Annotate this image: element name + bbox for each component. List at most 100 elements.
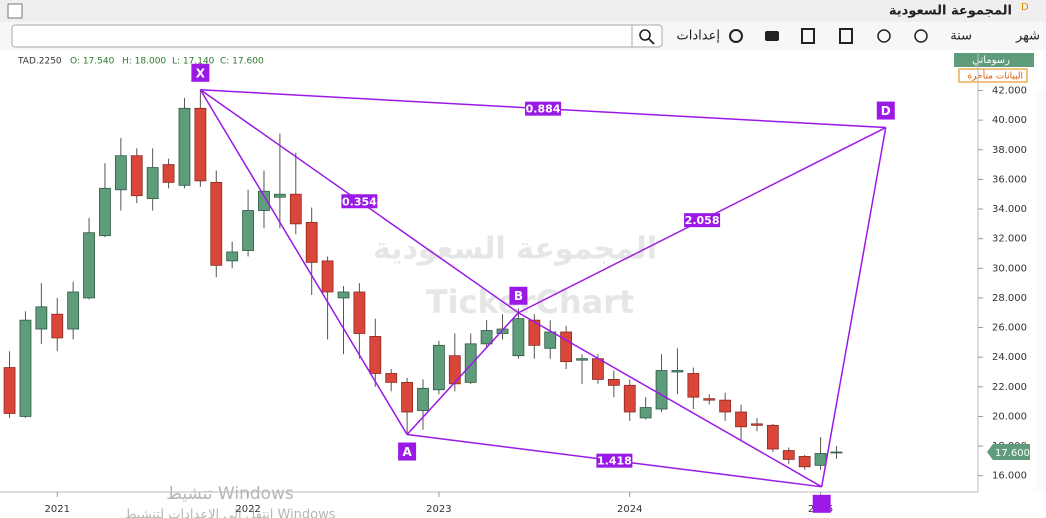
x-tick-label: 2021 [45,504,70,515]
pattern-point [812,494,831,513]
candle-body [178,107,191,186]
search-box[interactable] [11,24,663,48]
ratio-box [341,194,378,209]
candle-body [592,358,604,380]
candle-body [369,336,382,374]
info-low: L: 17.140 [172,57,215,67]
candle-body [226,251,239,262]
pattern-leg [518,312,823,488]
candle-body [162,164,175,183]
windows-line2: انتقل إلى الإعدادات لتنشيط Windows [124,508,335,518]
last-price-label: 17.600 [995,448,1030,459]
y-tick-label: 38.000 [992,145,1027,156]
info-line: TAD.2250 O: 17.540 H: 18.000 L: 17.140 C… [17,57,264,67]
y-tick-label: 36.000 [992,174,1027,185]
pattern-leg [199,89,408,435]
candle-body [337,291,350,299]
windows-line1: تنشيط Windows [166,484,294,504]
candle-body [258,190,270,211]
candle-body [560,331,573,363]
candle-body [417,387,429,411]
y-tick-label: 34.000 [992,204,1027,215]
info-symbol: TAD.2250 [17,57,62,67]
title: المجموعة السعودية [889,4,1012,19]
candle-body [798,456,811,468]
candle-body [433,344,445,391]
candle-body [607,379,620,386]
search-icon[interactable] [639,29,651,41]
candle-body [830,451,843,454]
pattern-point [876,101,895,120]
candle-body [273,193,286,198]
info-close: C: 17.600 [220,57,264,67]
pattern-point-label: D [881,104,891,118]
badge-text: رسوماتي [972,55,1010,66]
y-tick-label: 20.000 [992,411,1027,422]
indicator-icon[interactable] [801,28,815,44]
candle-body [639,407,652,419]
candle-body [401,381,414,413]
title-bar [0,0,1046,22]
y-tick-label: 42.000 [992,86,1027,97]
candle-body [751,423,763,426]
title-flag: D [1021,2,1029,13]
ratio-label: 0.884 [526,103,561,116]
candle-body [67,291,80,330]
candle-body [464,343,477,383]
delayed-text: البيانات متأخرة [967,69,1023,82]
candle-body [99,187,111,237]
candle-body [114,155,127,191]
candle-body [687,373,700,398]
ratio-box [684,213,721,228]
x-tick-label: 2023 [426,504,451,515]
year-button[interactable]: سنة [950,29,972,44]
candle-body [19,319,32,417]
bars-icon[interactable] [839,28,853,44]
candle-body [3,367,16,414]
delayed-box [958,68,1028,83]
candle-body [242,210,254,251]
candle-body [353,291,366,334]
candle-body [83,232,95,299]
plot: 16.00018.00020.00022.00024.00026.00028.0… [3,63,1030,515]
candle-body [766,424,779,450]
pattern-leg [406,312,519,436]
candle-body [623,384,636,413]
ratio-box [596,453,633,468]
camera-icon[interactable] [765,31,779,41]
compare-icon[interactable] [914,29,928,43]
candle-body [576,358,588,361]
candle-body [655,370,668,410]
x-tick-label: 2022 [235,504,260,515]
ratio-label: 0.354 [342,195,377,208]
candle-body [146,167,159,200]
pattern-leg [820,127,887,487]
candle-body [35,306,48,330]
side-panel [1036,90,1046,490]
window-icon[interactable] [7,3,23,19]
auto-icon[interactable] [877,29,891,43]
candle-body [289,193,302,225]
candle-body [814,453,827,466]
badge[interactable] [954,53,1034,67]
last-price-tag [987,444,1030,460]
y-tick-label: 28.000 [992,293,1027,304]
candle-body [782,450,795,460]
settings-icon[interactable] [729,29,743,43]
candle-body [321,260,334,293]
pattern-point-label: X [196,66,206,80]
pattern-point [509,286,528,305]
candle-body [671,370,684,373]
search-icon-handle [648,38,655,45]
candle-body [51,313,64,339]
ratio-label: 1.418 [597,455,632,468]
candle-body [210,181,223,266]
candle-body [385,373,398,383]
candle-body [703,398,716,401]
settings-button[interactable]: إعدادات [677,29,720,44]
info-high: H: 18.000 [122,57,166,67]
info-open: O: 17.540 [70,57,115,67]
y-tick-label: 26.000 [992,323,1027,334]
month-button[interactable]: شهر [1015,29,1040,44]
